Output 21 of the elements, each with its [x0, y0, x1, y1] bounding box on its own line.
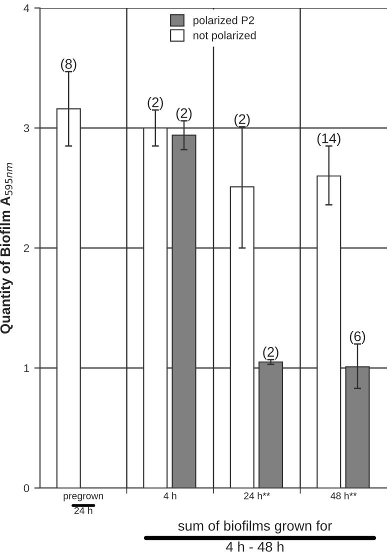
annotation: (14): [317, 133, 340, 146]
x-tick-label: 48 h**: [330, 492, 357, 500]
y-tick-label: 2: [24, 244, 30, 252]
annotation: (2): [176, 108, 192, 121]
x-tick-label: 4 h: [164, 492, 176, 500]
x-tick-label: 24 h**: [244, 492, 270, 500]
y-axis-title: Quantity of Biofilm A$_{595nm}$: [0, 162, 13, 334]
legend-label: not polarized: [194, 31, 256, 42]
y-tick-label: 4: [24, 4, 30, 12]
y-tick-label: 1: [24, 364, 30, 372]
y-tick-label: 3: [24, 124, 30, 132]
text: 4 h - 48 h: [226, 542, 284, 552]
annotation: (6): [350, 331, 366, 344]
legend-label: polarized P2: [194, 16, 254, 26]
y-tick-label: 0: [24, 484, 30, 492]
annotation: (2): [263, 346, 278, 360]
annotation: (2): [148, 97, 164, 110]
annotation: (8): [61, 58, 76, 72]
annotation: (2): [234, 114, 250, 127]
text: sum of biofilms grown for: [178, 520, 332, 534]
x-tick-label: pregrown 24 h: [64, 494, 104, 514]
